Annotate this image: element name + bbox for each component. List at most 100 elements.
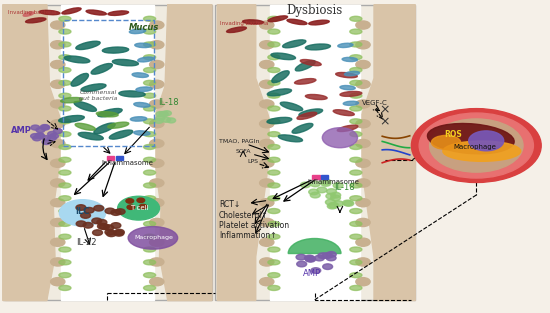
- Circle shape: [356, 278, 370, 286]
- Ellipse shape: [350, 132, 362, 137]
- Ellipse shape: [350, 29, 362, 34]
- Circle shape: [150, 179, 164, 187]
- Ellipse shape: [268, 170, 280, 175]
- Circle shape: [106, 231, 116, 237]
- Circle shape: [53, 129, 62, 134]
- Ellipse shape: [144, 29, 156, 34]
- Circle shape: [356, 199, 370, 207]
- Circle shape: [356, 139, 370, 147]
- Circle shape: [111, 210, 121, 215]
- Polygon shape: [6, 5, 60, 300]
- Ellipse shape: [268, 221, 280, 226]
- Ellipse shape: [59, 68, 71, 73]
- Ellipse shape: [300, 59, 321, 66]
- Ellipse shape: [59, 132, 71, 137]
- Circle shape: [94, 205, 104, 211]
- Ellipse shape: [59, 119, 71, 124]
- Circle shape: [137, 198, 145, 203]
- Text: Commensal
gut bacteria: Commensal gut bacteria: [79, 90, 117, 101]
- Ellipse shape: [59, 247, 71, 252]
- Bar: [321, 175, 328, 179]
- Circle shape: [51, 238, 65, 246]
- Ellipse shape: [350, 106, 362, 111]
- Ellipse shape: [59, 16, 71, 21]
- Circle shape: [156, 115, 164, 121]
- Ellipse shape: [144, 55, 156, 60]
- Circle shape: [305, 256, 315, 262]
- Ellipse shape: [144, 273, 156, 278]
- Ellipse shape: [144, 157, 156, 162]
- Ellipse shape: [81, 84, 106, 91]
- Circle shape: [105, 229, 115, 235]
- Text: RCT↓: RCT↓: [219, 200, 240, 208]
- Circle shape: [326, 252, 336, 257]
- Ellipse shape: [60, 97, 82, 103]
- Wedge shape: [288, 239, 341, 254]
- Circle shape: [104, 225, 114, 230]
- Circle shape: [356, 258, 370, 266]
- Circle shape: [296, 254, 306, 260]
- Ellipse shape: [287, 19, 307, 25]
- Circle shape: [100, 224, 109, 229]
- Circle shape: [51, 120, 65, 128]
- Circle shape: [51, 199, 65, 207]
- Ellipse shape: [268, 119, 280, 124]
- Ellipse shape: [267, 117, 292, 124]
- Ellipse shape: [138, 57, 154, 62]
- Text: ILC: ILC: [75, 207, 90, 216]
- Ellipse shape: [337, 125, 358, 131]
- Circle shape: [344, 201, 354, 206]
- Ellipse shape: [268, 55, 280, 60]
- Polygon shape: [3, 5, 55, 300]
- Ellipse shape: [144, 234, 156, 239]
- Ellipse shape: [268, 93, 280, 98]
- Circle shape: [411, 109, 541, 182]
- Circle shape: [51, 41, 65, 49]
- Ellipse shape: [268, 16, 288, 22]
- Ellipse shape: [108, 122, 129, 128]
- Circle shape: [83, 223, 93, 228]
- Ellipse shape: [295, 60, 315, 71]
- Ellipse shape: [75, 123, 95, 130]
- Circle shape: [150, 41, 164, 49]
- Ellipse shape: [59, 93, 71, 98]
- Circle shape: [84, 208, 94, 213]
- Ellipse shape: [350, 80, 362, 85]
- Ellipse shape: [144, 196, 156, 201]
- Circle shape: [356, 159, 370, 167]
- Circle shape: [150, 120, 164, 128]
- Ellipse shape: [350, 16, 362, 21]
- Ellipse shape: [144, 93, 156, 98]
- Circle shape: [51, 80, 65, 88]
- Ellipse shape: [292, 123, 313, 133]
- Polygon shape: [160, 5, 212, 300]
- Ellipse shape: [134, 102, 150, 107]
- Text: Inflammasome: Inflammasome: [307, 179, 359, 185]
- Polygon shape: [270, 5, 360, 300]
- Circle shape: [326, 255, 336, 261]
- Ellipse shape: [243, 20, 263, 24]
- Ellipse shape: [350, 183, 362, 188]
- Circle shape: [150, 139, 164, 147]
- Circle shape: [150, 258, 164, 266]
- Circle shape: [42, 140, 51, 145]
- Circle shape: [97, 223, 107, 229]
- Ellipse shape: [94, 123, 115, 134]
- Circle shape: [260, 139, 274, 147]
- Circle shape: [309, 189, 318, 195]
- Text: IL-18: IL-18: [334, 183, 355, 192]
- Text: T cell: T cell: [130, 205, 148, 211]
- Circle shape: [430, 119, 523, 172]
- Polygon shape: [60, 5, 154, 300]
- Ellipse shape: [59, 106, 71, 111]
- Ellipse shape: [109, 130, 133, 139]
- Bar: [107, 156, 114, 160]
- Ellipse shape: [144, 106, 156, 111]
- Circle shape: [322, 253, 332, 259]
- Ellipse shape: [278, 135, 303, 142]
- Ellipse shape: [144, 260, 156, 265]
- Circle shape: [317, 187, 327, 193]
- Circle shape: [260, 278, 274, 286]
- Ellipse shape: [350, 196, 362, 201]
- Circle shape: [356, 179, 370, 187]
